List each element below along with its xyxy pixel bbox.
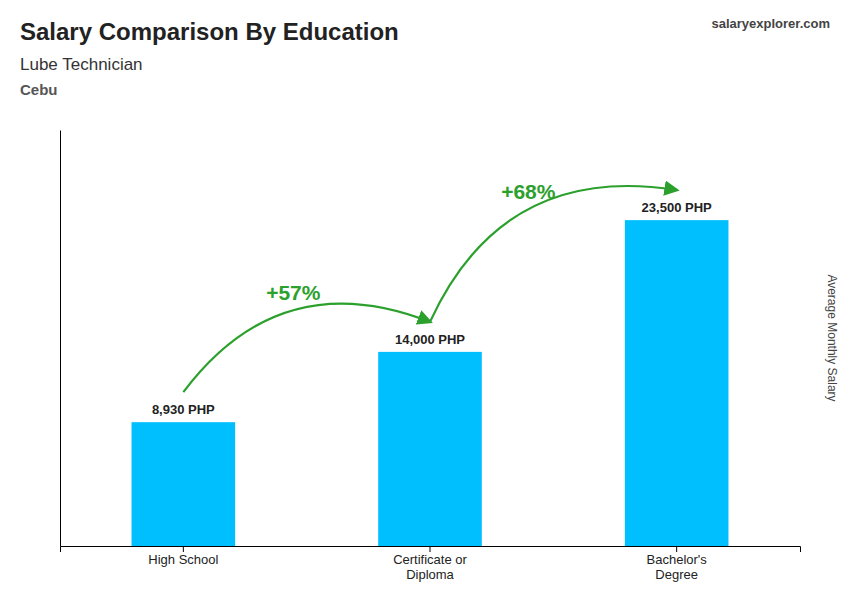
bar	[132, 422, 236, 546]
brand: salaryexplorer.com	[711, 16, 830, 31]
x-tick: Certificate orDiploma	[393, 546, 467, 582]
plot: High School Certificate orDiploma Bachelor…	[61, 131, 801, 583]
change-arrows: +57% +68%	[183, 180, 676, 392]
y-axis-title: Average Monthly Salary	[825, 274, 839, 401]
data-label: 8,930 PHP	[152, 402, 215, 417]
x-tick-mark	[430, 546, 431, 552]
change-arrow	[183, 304, 430, 393]
change-arrow	[430, 186, 677, 322]
x-tick-label: High School	[148, 552, 218, 567]
x-axis-line	[61, 547, 801, 553]
y-axis	[60, 131, 61, 547]
bar	[378, 352, 482, 546]
data-label: 23,500 PHP	[642, 200, 712, 215]
bar	[625, 220, 729, 546]
data-label: 14,000 PHP	[395, 332, 465, 347]
x-axis: High School Certificate orDiploma Bachelor…	[61, 546, 801, 582]
y-axis-line	[60, 131, 61, 547]
title: Salary Comparison By Education	[20, 18, 399, 45]
change-label: +57%	[266, 281, 321, 304]
chart: Salary Comparison By Education Lube Techn…	[0, 0, 850, 606]
x-tick-label: Certificate orDiploma	[393, 552, 467, 582]
data-labels: 8,930 PHP 14,000 PHP 23,500 PHP	[152, 200, 712, 417]
x-tick-mark	[676, 546, 677, 552]
subtitle: Lube Technician	[20, 55, 143, 74]
x-tick: High School	[148, 546, 218, 567]
bars	[132, 220, 729, 546]
change-label: +68%	[501, 180, 556, 203]
location: Cebu	[20, 81, 58, 98]
x-tick-mark	[183, 546, 184, 552]
x-tick: Bachelor'sDegree	[647, 546, 708, 582]
x-tick-label: Bachelor'sDegree	[647, 552, 708, 582]
